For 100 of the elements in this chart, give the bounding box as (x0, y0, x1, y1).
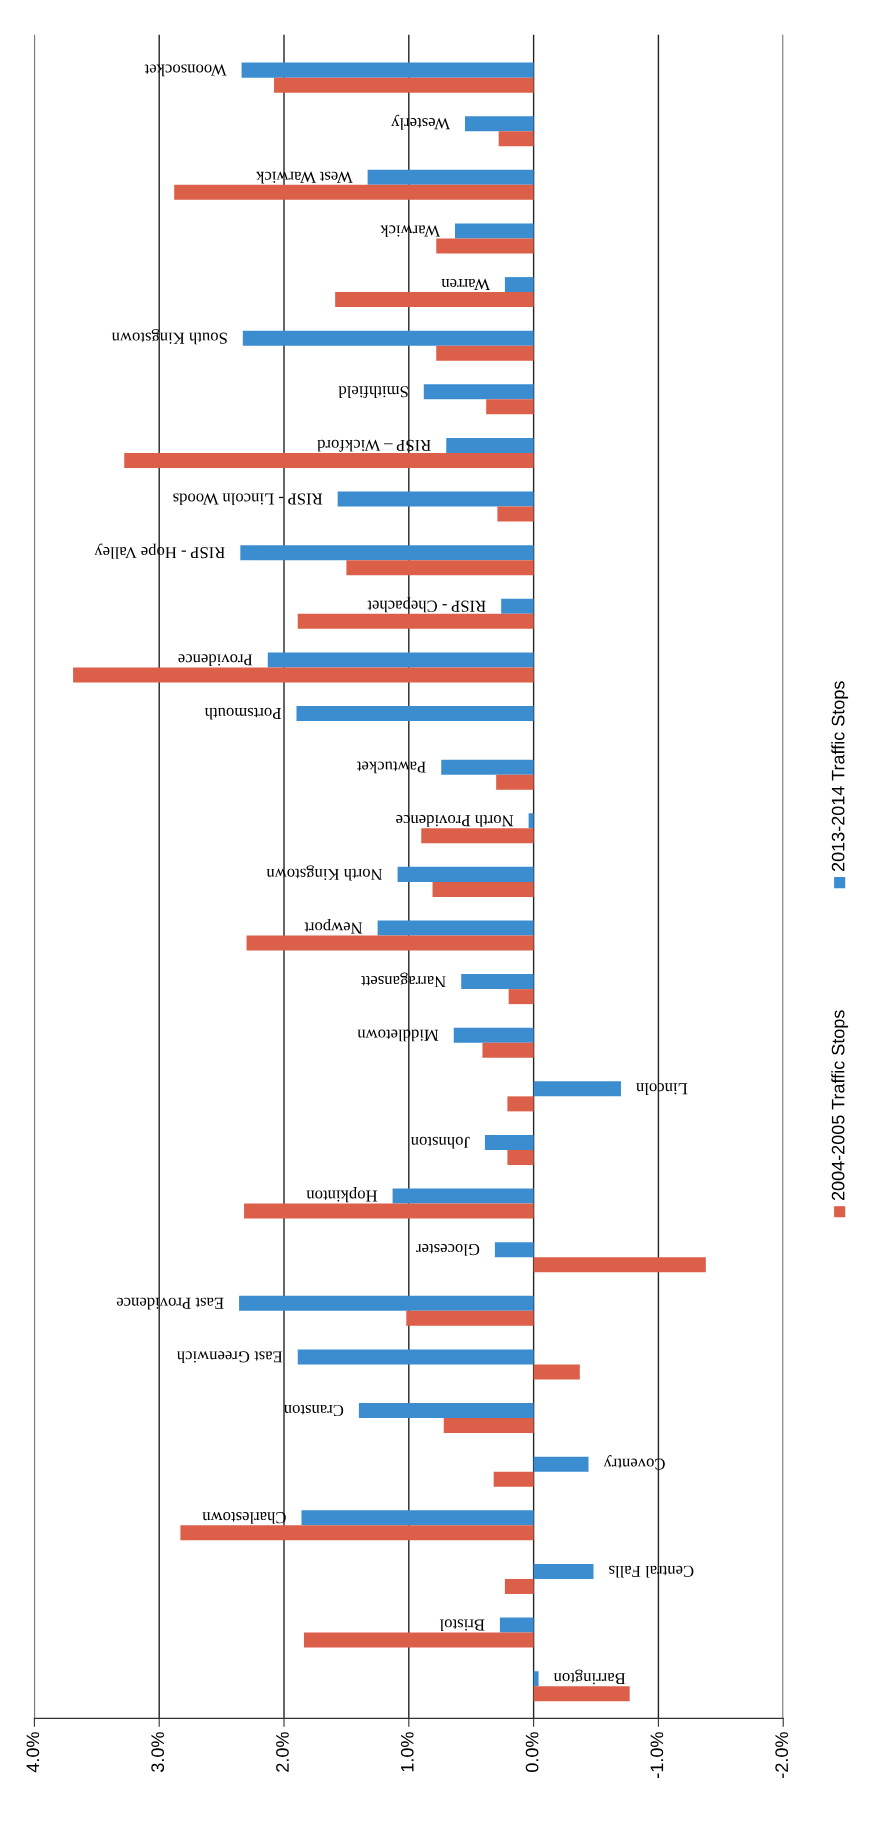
bar (436, 345, 534, 361)
bar (436, 238, 534, 254)
bar (498, 131, 534, 147)
y-tick-label: East Providence (116, 1297, 224, 1310)
y-tick-label: North Kingstown (266, 865, 383, 881)
bar (239, 1295, 534, 1311)
bar (533, 1456, 589, 1472)
text: 2013-2014 Traffic Stops (831, 681, 849, 872)
bar (244, 1203, 534, 1219)
bar (240, 545, 534, 561)
bar (504, 277, 534, 293)
bar (504, 1578, 534, 1594)
bar (367, 169, 534, 185)
bar (274, 77, 534, 93)
bar (482, 1042, 534, 1058)
bar (501, 598, 534, 614)
bar (454, 223, 534, 239)
y-tick-label: Warren (441, 278, 490, 290)
bar (507, 1149, 534, 1165)
bar (358, 1403, 534, 1419)
bar (508, 989, 534, 1005)
bar (493, 1471, 534, 1487)
bar (443, 1418, 534, 1434)
bar (242, 330, 534, 346)
y-tick-label: Central Falls (609, 1565, 694, 1578)
x-tick-label: 2.0% (276, 1732, 289, 1772)
y-tick-label: Bristol (439, 1619, 485, 1632)
bar (533, 1081, 621, 1097)
bar (497, 506, 534, 522)
bar (496, 774, 534, 790)
y-tick-label: Pawtucket (356, 761, 426, 774)
bar (453, 1027, 534, 1043)
bar (124, 452, 534, 468)
x-tick-label: -1.0% (650, 1732, 664, 1778)
y-tick-label: Newport (304, 918, 363, 934)
bar (346, 560, 534, 576)
bar (499, 1617, 534, 1633)
bar (533, 1671, 539, 1687)
x-tick-label: 4.0% (26, 1732, 40, 1773)
text: 2004-2005 Traffic Stops (831, 1010, 849, 1201)
bar (441, 759, 534, 775)
bar (432, 881, 534, 897)
y-tick-label: Barrington (553, 1669, 626, 1685)
bar (533, 1563, 594, 1579)
y-tick-label: RISP - Chepachet (367, 597, 486, 613)
bar (392, 1188, 534, 1204)
bar (486, 399, 534, 415)
y-tick-label: RISP - Hope Valley (94, 543, 225, 559)
x-tick-label: 3.0% (151, 1732, 165, 1772)
x-tick-label: 1.0% (400, 1732, 414, 1772)
y-tick-label: North Providence (396, 815, 514, 827)
bar (337, 491, 534, 507)
bar (461, 974, 534, 990)
y-tick-label: Charlestown (202, 1512, 286, 1524)
y-tick-label: Portsmouth (204, 707, 282, 720)
y-tick-label: Hopkinton (306, 1187, 378, 1203)
y-tick-label: West Warwick (256, 171, 353, 184)
bar (464, 116, 534, 132)
y-tick-label: Smithfield (338, 386, 408, 399)
bar (303, 1632, 534, 1648)
y-tick-label: Westerly (391, 114, 450, 130)
bar (296, 706, 534, 722)
bar (533, 1686, 630, 1702)
bar (267, 652, 534, 668)
y-tick-label: Narragansett (361, 972, 446, 988)
y-tick-label: Johnston (410, 1136, 470, 1149)
y-tick-label: Middletown (357, 1029, 439, 1042)
bar (377, 920, 534, 936)
y-tick-label: Glocester (416, 1244, 480, 1256)
bar (528, 813, 534, 829)
bar (533, 1257, 706, 1273)
bar (73, 667, 534, 683)
bar (533, 1364, 580, 1380)
bar (421, 828, 534, 844)
bar (397, 866, 534, 882)
y-tick-label: Coventry (603, 1455, 665, 1470)
bar (301, 1510, 534, 1526)
bar (446, 437, 534, 453)
y-tick-label: RISP – Wickford (317, 439, 431, 452)
bar (174, 184, 534, 200)
bar (484, 1134, 534, 1150)
y-tick-label: Woonsocket (144, 64, 227, 77)
bar (241, 62, 534, 78)
y-tick-label: Lincoln (636, 1083, 688, 1095)
bar (335, 292, 534, 308)
bar (246, 935, 534, 951)
x-tick-label: 0.0% (525, 1732, 539, 1772)
x-tick-label: -2.0% (775, 1732, 789, 1778)
y-tick-label: East Greenwich (177, 1351, 283, 1363)
y-tick-label: RISP - Lincoln Woods (173, 493, 323, 506)
bar (180, 1525, 534, 1541)
y-tick-label: Providence (178, 654, 253, 666)
bar (406, 1310, 534, 1326)
y-tick-label: Cranston (283, 1404, 344, 1417)
bar (494, 1242, 534, 1258)
y-tick-label: Warwick (380, 225, 440, 238)
bar (297, 613, 534, 629)
bar (297, 1349, 534, 1365)
y-tick-label: South Kingstown (111, 329, 227, 345)
bar (423, 384, 534, 400)
